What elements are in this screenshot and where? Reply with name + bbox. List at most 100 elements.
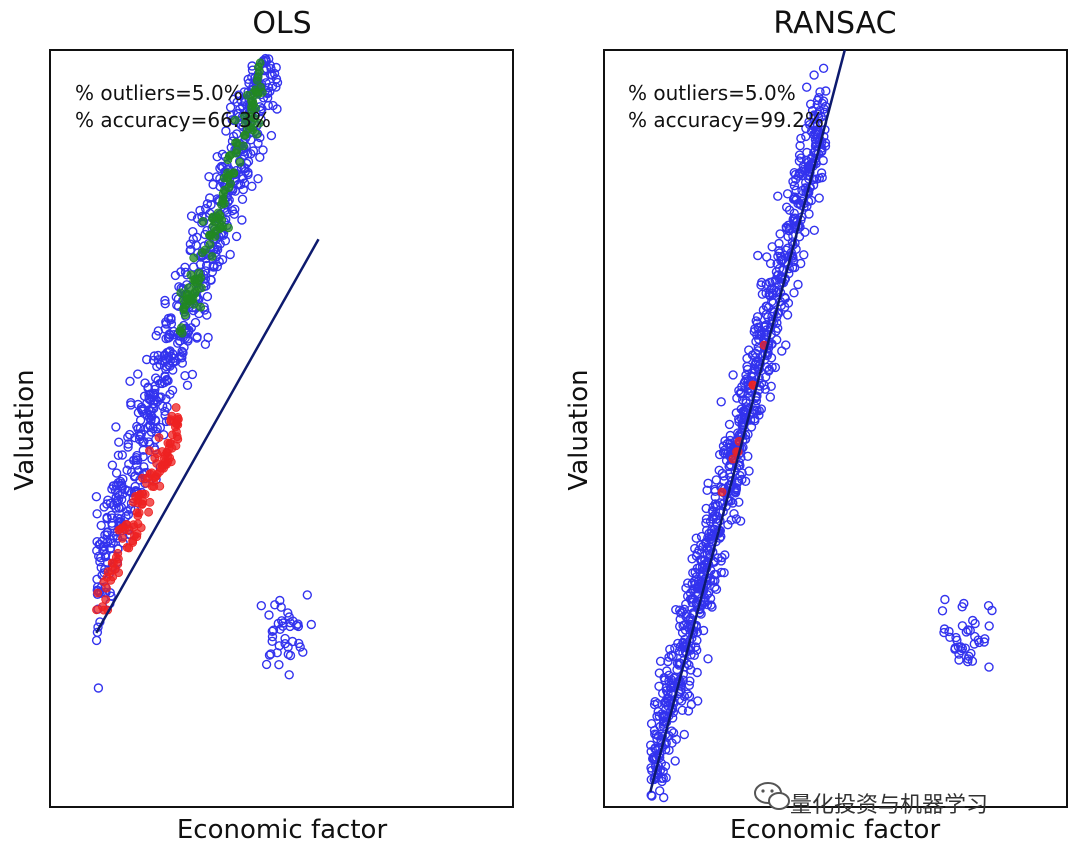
ols-data-point	[266, 63, 276, 74]
ols-data-point	[91, 635, 102, 646]
ols-data-point	[111, 492, 121, 502]
watermark: 量化投资与机器学习	[754, 782, 988, 818]
ransac-data-point	[807, 105, 818, 116]
ols-highlight-high-point	[177, 328, 187, 338]
ols-data-point	[123, 439, 134, 449]
ols-data-point	[131, 455, 142, 465]
ransac-data-point	[655, 721, 665, 732]
ransac-data-point	[662, 732, 672, 742]
ols-highlight-high-point	[232, 138, 242, 148]
ransac-data-point	[750, 324, 760, 334]
ols-outlier-point	[256, 601, 266, 611]
ols-data-point	[126, 398, 136, 408]
ols-data-point	[153, 326, 164, 336]
ols-highlight-high-point	[197, 248, 207, 258]
ransac-data-point	[756, 404, 766, 414]
ransac-data-point	[735, 388, 746, 398]
ols-highlight-high-point	[224, 170, 234, 180]
ransac-title: RANSAC	[773, 6, 896, 41]
ols-data-point	[107, 460, 118, 470]
ols-data-point	[124, 429, 135, 440]
ols-data-point	[99, 502, 109, 512]
ransac-data-point	[761, 301, 771, 311]
ols-data-point	[165, 346, 175, 356]
ransac-data-point	[710, 499, 720, 509]
ols-data-point	[160, 406, 170, 416]
ols-data-point	[133, 466, 143, 476]
ols-data-point	[117, 450, 128, 460]
ransac-data-point	[761, 288, 771, 298]
ols-highlight-low-point	[124, 543, 134, 553]
ols-highlight-low-point	[162, 448, 172, 458]
ols-data-point	[264, 54, 274, 64]
ransac-data-point	[785, 224, 795, 234]
ols-data-point	[123, 486, 134, 496]
ols-data-point	[177, 353, 187, 363]
ransac-fit-line	[649, 49, 847, 793]
ransac-data-point	[818, 63, 829, 74]
ransac-data-point	[774, 238, 784, 249]
ols-data-point	[102, 528, 112, 538]
ransac-data-point	[814, 193, 824, 203]
ols-data-point	[272, 104, 282, 114]
ols-data-point	[195, 259, 206, 270]
ransac-data-point	[765, 392, 775, 402]
ransac-data-point	[741, 398, 751, 408]
ransac-data-point	[708, 502, 718, 512]
ransac-data-point	[702, 549, 712, 559]
ransac-data-point	[815, 87, 825, 97]
ransac-data-point	[793, 279, 803, 290]
ransac-data-point	[695, 554, 706, 565]
ransac-outlier-point	[950, 644, 960, 654]
ols-data-point	[122, 506, 132, 516]
ransac-data-point	[816, 168, 827, 178]
ransac-data-point	[752, 312, 763, 322]
ransac-data-point	[773, 191, 783, 201]
ransac-data-point	[675, 621, 685, 632]
ols-fit-line	[95, 238, 320, 634]
ransac-xlabel: Economic factor	[730, 815, 941, 845]
ransac-outlier-point	[984, 662, 994, 672]
ransac-outlier-point	[970, 618, 980, 629]
ransac-data-point	[714, 465, 724, 475]
ols-outlier-point	[280, 633, 290, 644]
ransac-outlier-point	[944, 626, 954, 637]
ols-highlight-low-point	[145, 497, 155, 507]
ols-data-point	[204, 193, 215, 203]
ransac-outlier-point	[961, 627, 971, 637]
ransac-data-point	[767, 296, 777, 307]
ransac-outlier-point	[984, 621, 994, 631]
ols-highlight-high-point	[205, 240, 215, 249]
ols-highlight-low-point	[101, 595, 111, 604]
ols-data-point	[208, 179, 218, 190]
ransac-data-point	[761, 372, 771, 382]
ols-data-point	[191, 240, 201, 251]
ols-highlight-low-point	[154, 433, 164, 442]
ols-outlier-point	[284, 670, 294, 680]
ols-data-point	[151, 330, 161, 341]
ols-data-point	[165, 389, 175, 399]
ransac-data-point	[670, 756, 680, 766]
ols-highlight-low-point	[118, 534, 127, 543]
ols-data-point	[149, 395, 159, 406]
ransac-data-point	[789, 180, 800, 191]
ransac-data-point	[814, 105, 825, 116]
ransac-data-point	[686, 699, 697, 710]
ransac-data-point	[672, 664, 682, 675]
ols-data-point	[185, 239, 196, 249]
ols-data-point	[200, 339, 211, 349]
ransac-data-point	[771, 267, 782, 277]
ols-highlight-high-point	[253, 62, 263, 72]
ols-data-point	[177, 346, 187, 357]
ransac-data-point	[734, 497, 744, 507]
ransac-data-point	[707, 602, 717, 612]
ransac-data-point	[646, 763, 656, 773]
ransac-data-point	[806, 99, 816, 109]
ols-data-point	[206, 199, 216, 210]
ransac-data-point	[742, 353, 752, 364]
ransac-data-point	[750, 416, 760, 426]
ols-data-point	[186, 211, 197, 221]
ols-data-point	[272, 77, 283, 88]
ols-data-point	[174, 336, 185, 346]
ols-highlight-high-point	[215, 211, 225, 220]
